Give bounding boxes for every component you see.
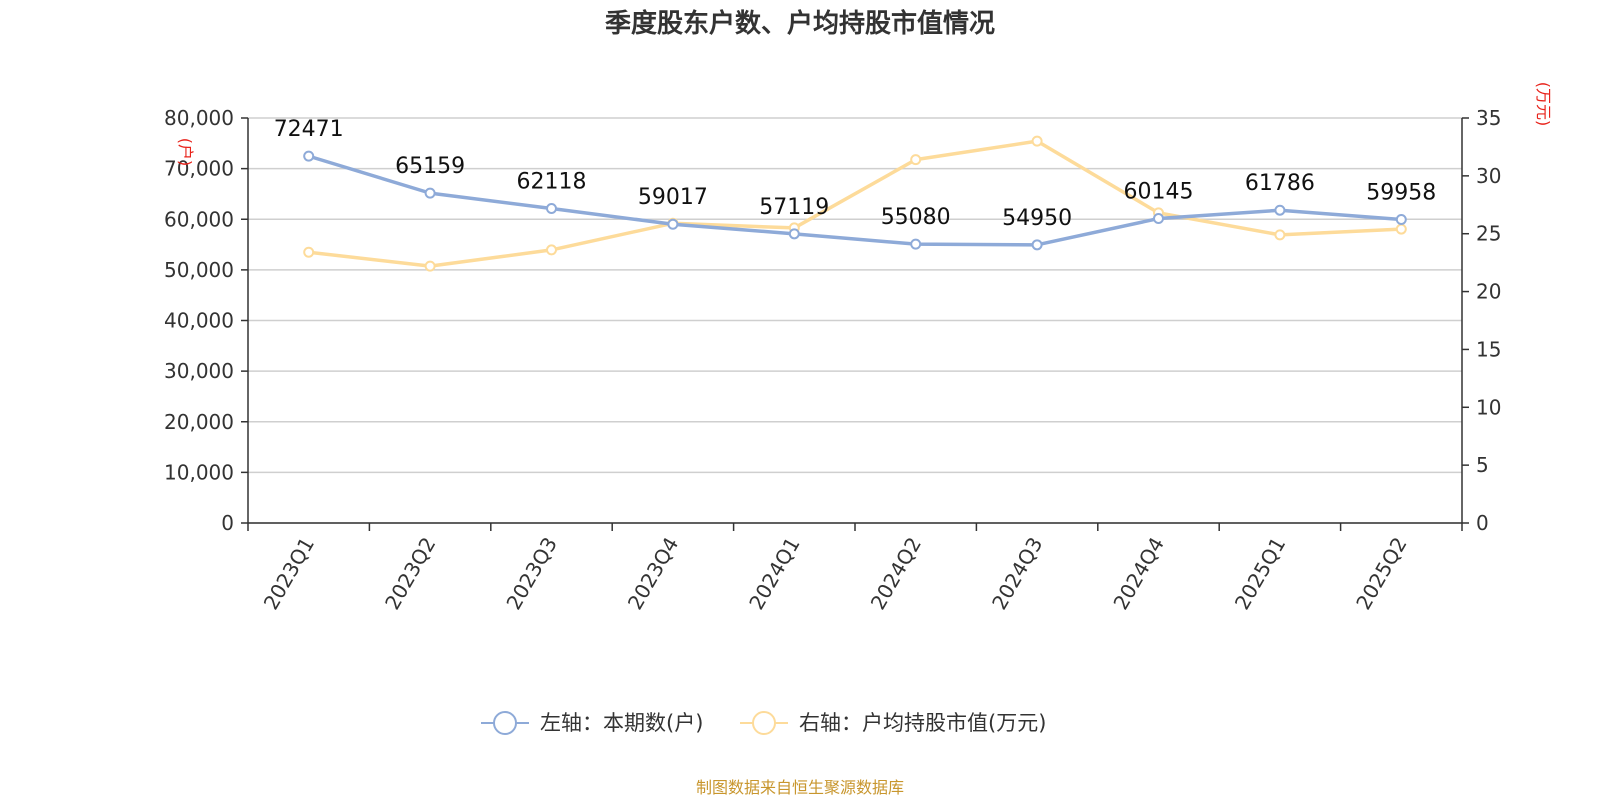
data-point xyxy=(1395,223,1407,235)
data-label: 57119 xyxy=(759,195,829,220)
right-tick-label: 15 xyxy=(1476,337,1501,361)
right-tick-label: 20 xyxy=(1476,280,1501,304)
x-tick-label: 2023Q1 xyxy=(259,533,319,614)
x-tick-label: 2024Q4 xyxy=(1108,533,1168,614)
source-note: 制图数据来自恒生聚源数据库 xyxy=(696,778,904,797)
left-tick-label: 0 xyxy=(221,511,234,535)
legend-label: 左轴：本期数(户) xyxy=(540,711,703,735)
left-tick-label: 70,000 xyxy=(164,157,234,181)
legend[interactable]: 左轴：本期数(户) 右轴：户均持股市值(万元) xyxy=(481,711,1046,735)
series-line-avg-value xyxy=(308,139,1402,268)
legend-item[interactable]: 左轴：本期数(户) xyxy=(481,711,703,735)
data-point xyxy=(303,150,315,162)
left-tick-label: 50,000 xyxy=(164,258,234,282)
data-label: 55080 xyxy=(881,205,951,230)
x-tick-label: 2023Q3 xyxy=(501,533,561,614)
legend-marker xyxy=(493,711,517,735)
data-point xyxy=(910,238,922,250)
data-point xyxy=(424,187,436,199)
series-layer xyxy=(303,135,1407,272)
legend-marker xyxy=(752,711,776,735)
right-tick-label: 35 xyxy=(1476,106,1501,130)
data-label: 59017 xyxy=(638,185,708,210)
data-label: 54950 xyxy=(1002,206,1072,231)
data-point xyxy=(1274,204,1286,216)
left-tick-label: 40,000 xyxy=(164,309,234,333)
data-label: 59958 xyxy=(1366,180,1436,205)
x-tick-label: 2024Q2 xyxy=(866,533,926,614)
data-point xyxy=(1031,135,1043,147)
x-tick-label: 2024Q3 xyxy=(987,533,1047,614)
legend-label: 右轴：户均持股市值(万元) xyxy=(799,711,1046,735)
data-label: 72471 xyxy=(274,117,344,142)
left-tick-label: 20,000 xyxy=(164,410,234,434)
data-point xyxy=(667,218,679,230)
data-point xyxy=(546,203,557,215)
x-tick-label: 2024Q1 xyxy=(744,533,804,614)
left-tick-label: 60,000 xyxy=(164,207,234,231)
left-axis-unit: (户) xyxy=(176,138,195,167)
data-label: 62118 xyxy=(517,170,587,195)
right-tick-label: 0 xyxy=(1476,511,1489,535)
data-point xyxy=(1395,213,1407,225)
left-tick-label: 10,000 xyxy=(164,460,234,484)
data-label: 65159 xyxy=(395,154,465,179)
left-tick-label: 30,000 xyxy=(164,359,234,383)
right-tick-label: 10 xyxy=(1476,395,1501,419)
x-tick-label: 2023Q4 xyxy=(623,533,683,614)
right-tick-label: 5 xyxy=(1476,453,1489,477)
data-point xyxy=(546,244,557,256)
data-point xyxy=(1031,239,1043,251)
legend-item[interactable]: 右轴：户均持股市值(万元) xyxy=(740,711,1046,735)
x-tick-label: 2025Q2 xyxy=(1351,533,1411,614)
x-tick-label: 2025Q1 xyxy=(1230,533,1290,614)
data-label: 60145 xyxy=(1124,180,1194,205)
data-point xyxy=(424,260,436,272)
chart-title: 季度股东户数、户均持股市值情况 xyxy=(605,8,995,39)
right-tick-label: 30 xyxy=(1476,164,1501,188)
data-point xyxy=(910,154,922,166)
data-point xyxy=(1274,229,1286,241)
right-axis-unit: (万元) xyxy=(1534,82,1553,127)
data-point xyxy=(1153,213,1164,225)
data-point xyxy=(303,246,315,258)
data-label: 61786 xyxy=(1245,171,1315,196)
x-tick-label: 2023Q2 xyxy=(380,533,440,614)
right-tick-label: 25 xyxy=(1476,222,1501,246)
data-point xyxy=(788,228,800,240)
series-line-holders xyxy=(308,154,1402,247)
grid-lines xyxy=(248,117,1462,524)
data-labels: 72471 65159 62118 59017 57119 55080 54950 60145… xyxy=(274,117,1437,231)
left-tick-label: 80,000 xyxy=(164,106,234,130)
